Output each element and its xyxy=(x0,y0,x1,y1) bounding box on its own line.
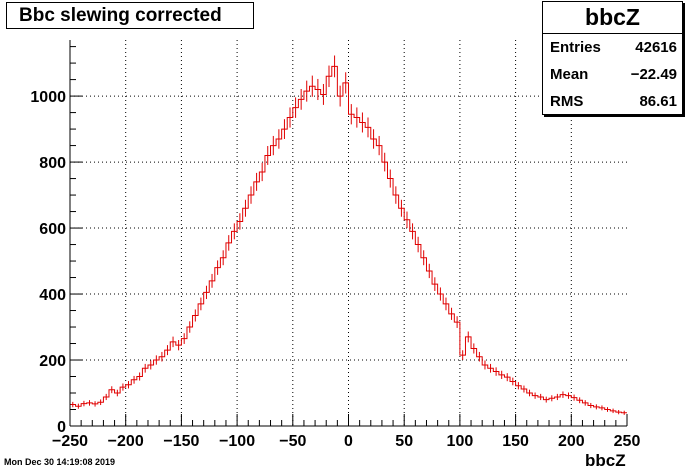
stats-histogram-name: bbcZ xyxy=(543,2,682,34)
x-tick-label: 100 xyxy=(447,433,474,450)
stats-row-rms: RMS 86.61 xyxy=(543,88,682,115)
stats-label: Mean xyxy=(550,66,589,83)
histogram-series xyxy=(70,55,627,415)
x-tick-label: 50 xyxy=(395,433,413,450)
stats-value: 86.61 xyxy=(639,93,677,110)
x-tick-label: −200 xyxy=(108,433,144,450)
stats-value: −22.49 xyxy=(630,66,677,83)
x-tick-label: 200 xyxy=(558,433,585,450)
stats-value: 42616 xyxy=(635,39,677,56)
y-tick-label: 0 xyxy=(57,419,66,436)
histogram-line xyxy=(70,65,627,414)
timestamp-footer: Mon Dec 30 14:19:08 2019 xyxy=(4,457,116,467)
x-tick-label: −250 xyxy=(52,433,88,450)
x-axis-ticks: −250 −200 −150 −100 −50 0 50 100 150 200 250 xyxy=(52,414,640,450)
chart-title: Bbc slewing corrected xyxy=(6,2,254,29)
stats-box: bbcZ Entries 42616 Mean −22.49 RMS 86.61 xyxy=(542,1,683,115)
y-axis-ticks: 0 200 400 600 800 1000 xyxy=(30,46,82,436)
x-tick-label: 250 xyxy=(614,433,641,450)
x-tick-label: 150 xyxy=(502,433,529,450)
stats-row-mean: Mean −22.49 xyxy=(543,61,682,88)
x-tick-label: −150 xyxy=(163,433,199,450)
stats-label: Entries xyxy=(550,39,601,56)
x-tick-label: −100 xyxy=(219,433,255,450)
y-tick-label: 600 xyxy=(39,221,66,238)
stats-row-entries: Entries 42616 xyxy=(543,34,682,61)
y-tick-label: 400 xyxy=(39,287,66,304)
x-axis-title: bbcZ xyxy=(585,451,626,470)
x-tick-label: −50 xyxy=(279,433,306,450)
y-tick-label: 800 xyxy=(39,155,66,172)
y-tick-label: 200 xyxy=(39,353,66,370)
x-tick-label: 0 xyxy=(344,433,353,450)
y-tick-label: 1000 xyxy=(30,89,66,106)
stats-label: RMS xyxy=(550,93,584,110)
